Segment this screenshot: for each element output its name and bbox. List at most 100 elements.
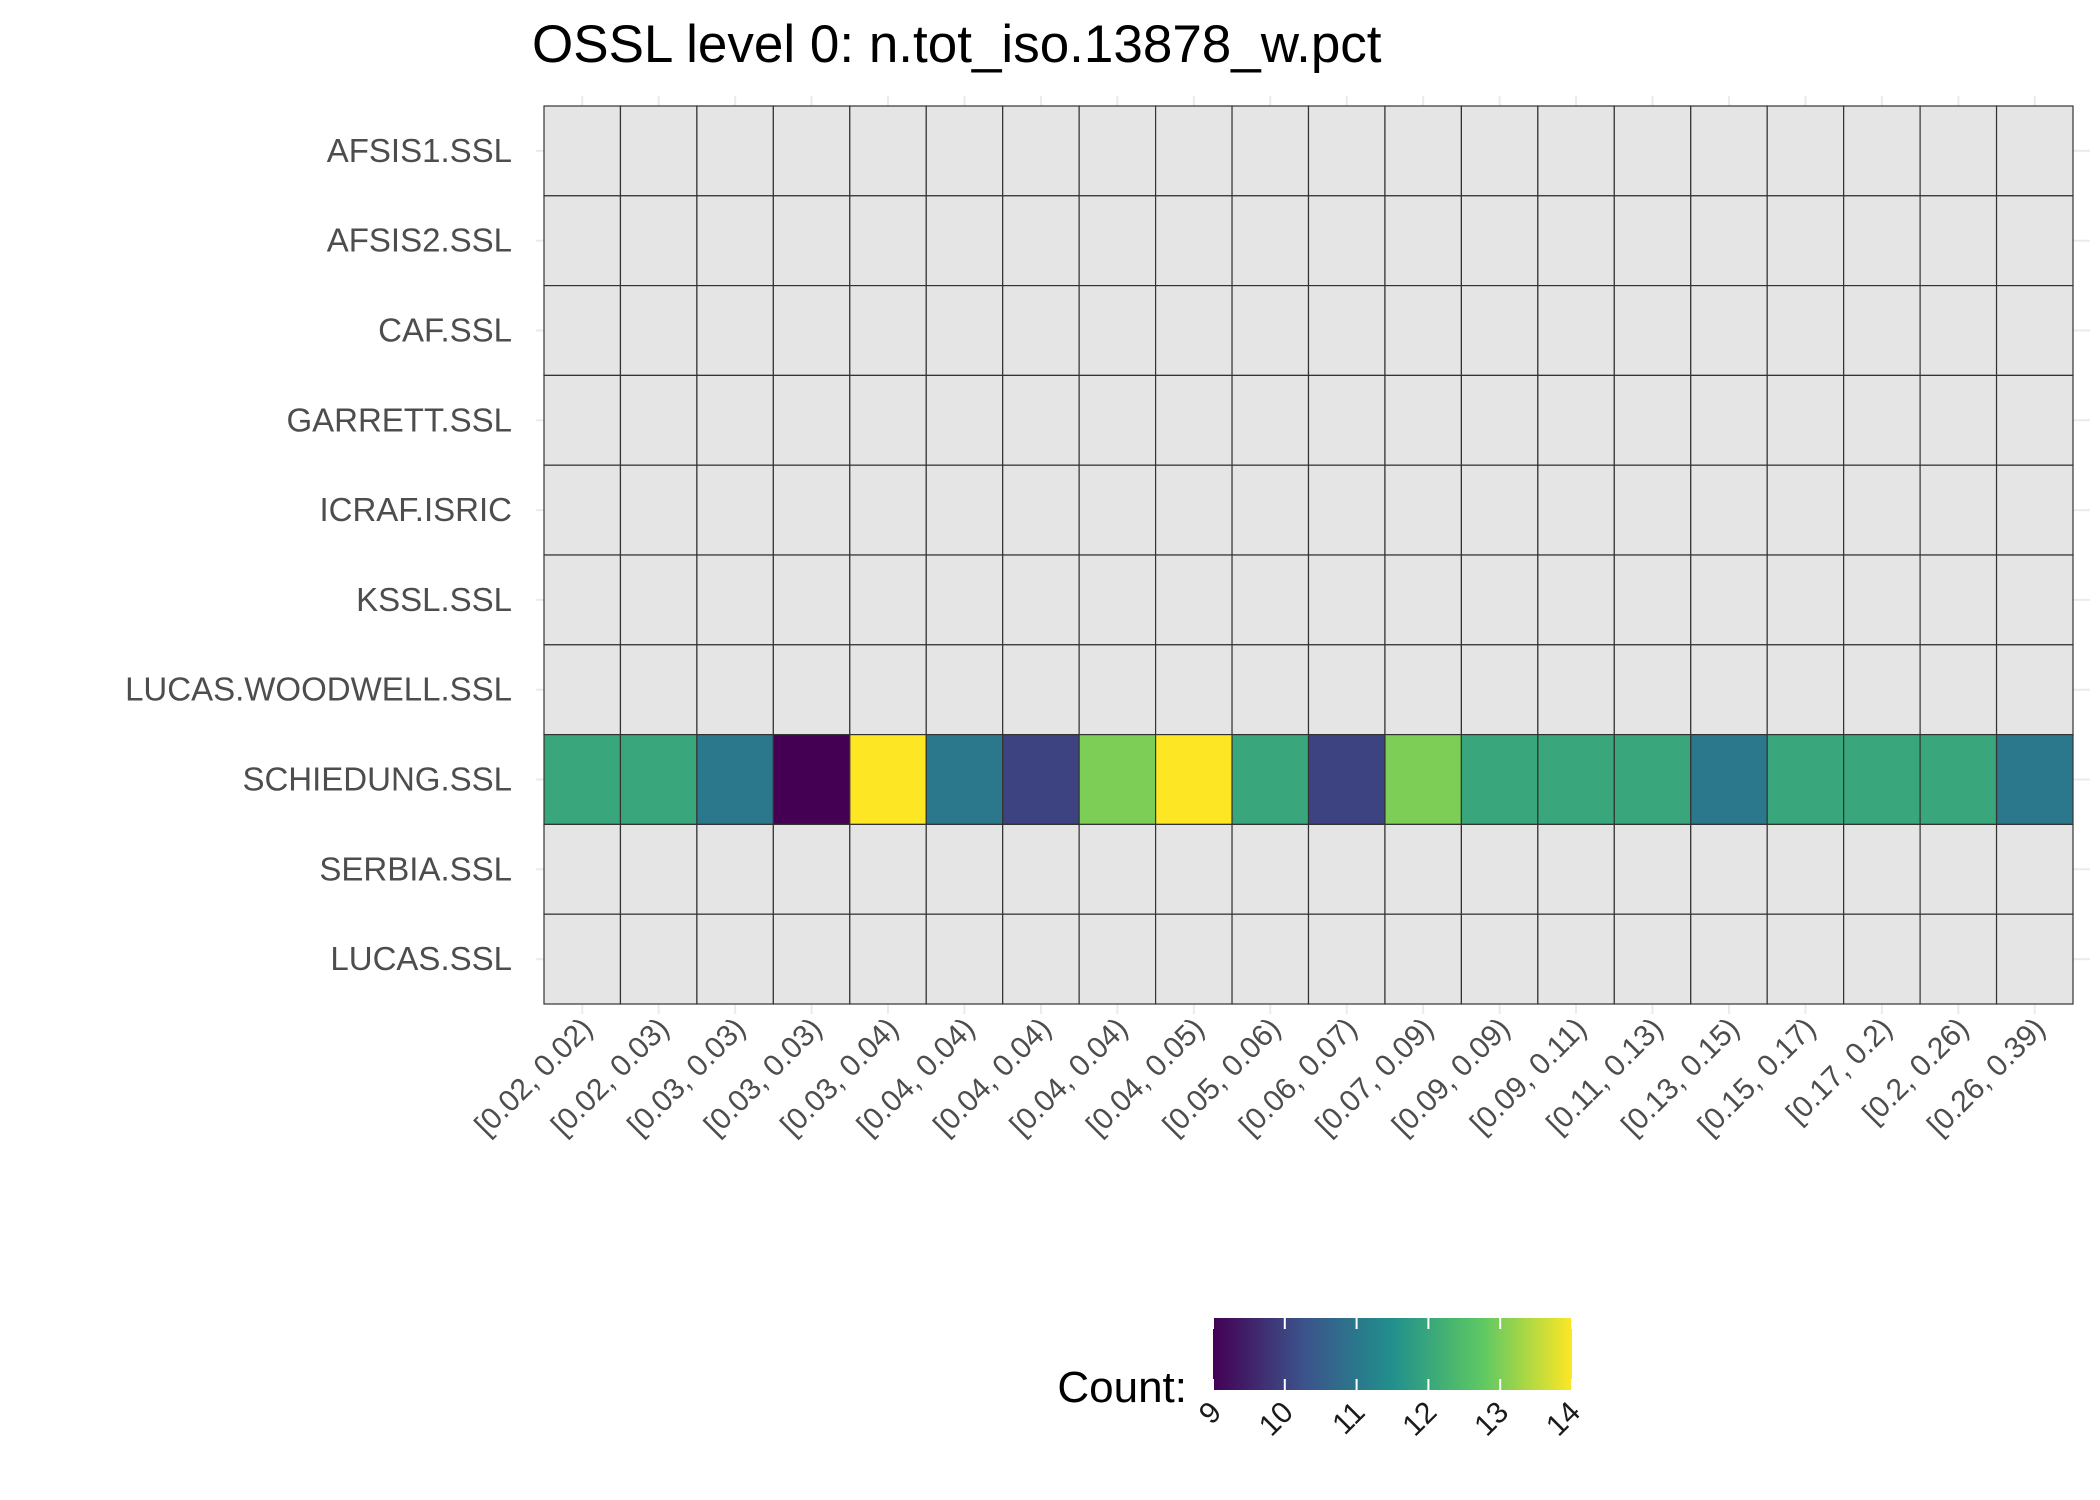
legend-tick-label: 11	[1326, 1396, 1371, 1441]
heatmap-cell	[1002, 733, 1080, 825]
heatmap-cell	[1919, 644, 1998, 736]
heatmap-cell	[1537, 464, 1615, 556]
heatmap-cell	[772, 733, 851, 825]
heatmap-cell	[1690, 464, 1768, 556]
heatmap-cell	[1995, 644, 2074, 736]
heatmap-cell	[1307, 733, 1386, 825]
legend-tick-label: 14	[1540, 1396, 1587, 1443]
heatmap-cell	[1078, 195, 1157, 287]
y-axis: AFSIS1.SSL AFSIS2.SSL CAF.SSL GARRETT.SSL IC…	[125, 132, 512, 977]
heatmap-cell	[1613, 733, 1692, 825]
heatmap-cell	[1766, 374, 1845, 466]
heatmap-cell	[619, 464, 698, 556]
heatmap-cell	[1690, 285, 1768, 377]
heatmap-cell	[1002, 195, 1080, 287]
heatmap-cell	[1537, 554, 1615, 646]
heatmap-cell	[1919, 195, 1998, 287]
heatmap-cell	[772, 554, 851, 646]
heatmap-cell	[1843, 285, 1921, 377]
legend-tick-label: 13	[1468, 1396, 1515, 1443]
heatmap-cell	[1843, 374, 1921, 466]
legend-colorbar	[1213, 1318, 1572, 1390]
heatmap-cell	[619, 285, 698, 377]
heatmap-cells	[543, 105, 2074, 1005]
heatmap-cell	[1002, 105, 1080, 197]
heatmap-cell	[1307, 285, 1386, 377]
heatmap-cell	[925, 913, 1004, 1005]
heatmap-cell	[1995, 464, 2074, 556]
heatmap-cell	[1995, 374, 2074, 466]
heatmap-cell	[1307, 644, 1386, 736]
heatmap-cell	[1078, 823, 1157, 915]
heatmap-cell	[1307, 554, 1386, 646]
heatmap-cell	[1231, 733, 1310, 825]
heatmap-cell	[1154, 374, 1233, 466]
heatmap-cell	[1460, 823, 1539, 915]
heatmap-cell	[1537, 733, 1615, 825]
heatmap-cell	[1460, 644, 1539, 736]
heatmap-cell	[849, 105, 927, 197]
heatmap-cell	[849, 913, 927, 1005]
heatmap-cell	[1613, 644, 1692, 736]
heatmap-cell	[772, 644, 851, 736]
heatmap-cell	[1919, 374, 1998, 466]
heatmap-cell	[696, 823, 774, 915]
heatmap-cell	[1078, 554, 1157, 646]
heatmap-cell	[1002, 374, 1080, 466]
heatmap-cell	[1231, 644, 1310, 736]
heatmap-cell	[1460, 195, 1539, 287]
heatmap-cell	[1002, 644, 1080, 736]
heatmap-cell	[1613, 554, 1692, 646]
heatmap-cell	[1460, 554, 1539, 646]
heatmap-cell	[543, 464, 622, 556]
heatmap-cell	[1384, 554, 1462, 646]
heatmap-cell	[925, 105, 1004, 197]
heatmap-cell	[1613, 374, 1692, 466]
heatmap-cell	[925, 195, 1004, 287]
heatmap-cell	[1613, 195, 1692, 287]
heatmap-cell	[1384, 733, 1462, 825]
heatmap-cell	[925, 374, 1004, 466]
heatmap-cell	[1919, 464, 1998, 556]
heatmap-cell	[1078, 913, 1157, 1005]
heatmap-cell	[1766, 733, 1845, 825]
heatmap-cell	[1154, 823, 1233, 915]
heatmap-cell	[849, 464, 927, 556]
heatmap-cell	[1231, 554, 1310, 646]
heatmap-cell	[1766, 105, 1845, 197]
heatmap-cell	[849, 554, 927, 646]
heatmap-cell	[849, 733, 927, 825]
heatmap-cell	[619, 554, 698, 646]
heatmap-cell	[1384, 195, 1462, 287]
heatmap-cell	[1460, 913, 1539, 1005]
heatmap-cell	[543, 823, 622, 915]
heatmap-cell	[772, 105, 851, 197]
heatmap-cell	[1231, 195, 1310, 287]
heatmap-cell	[696, 374, 774, 466]
heatmap-cell	[1766, 644, 1845, 736]
heatmap-cell	[925, 464, 1004, 556]
heatmap-cell	[1002, 913, 1080, 1005]
heatmap-cell	[1154, 913, 1233, 1005]
heatmap-cell	[1078, 105, 1157, 197]
heatmap-cell	[543, 733, 622, 825]
heatmap-cell	[696, 913, 774, 1005]
y-tick-label: CAF.SSL	[378, 312, 512, 349]
heatmap-cell	[1231, 105, 1310, 197]
heatmap-cell	[1995, 554, 2074, 646]
heatmap-cell	[1154, 285, 1233, 377]
heatmap-cell	[1154, 464, 1233, 556]
heatmap-cell	[543, 105, 622, 197]
heatmap-cell	[696, 554, 774, 646]
heatmap-cell	[1843, 554, 1921, 646]
heatmap-cell	[849, 285, 927, 377]
legend-title: Count:	[1057, 1363, 1187, 1412]
heatmap-cell	[849, 374, 927, 466]
heatmap-cell	[925, 733, 1004, 825]
heatmap-cell	[1690, 374, 1768, 466]
heatmap-cell	[1002, 554, 1080, 646]
heatmap-cell	[543, 644, 622, 736]
heatmap-cell	[1995, 823, 2074, 915]
heatmap-cell	[1690, 733, 1768, 825]
heatmap-cell	[1690, 105, 1768, 197]
